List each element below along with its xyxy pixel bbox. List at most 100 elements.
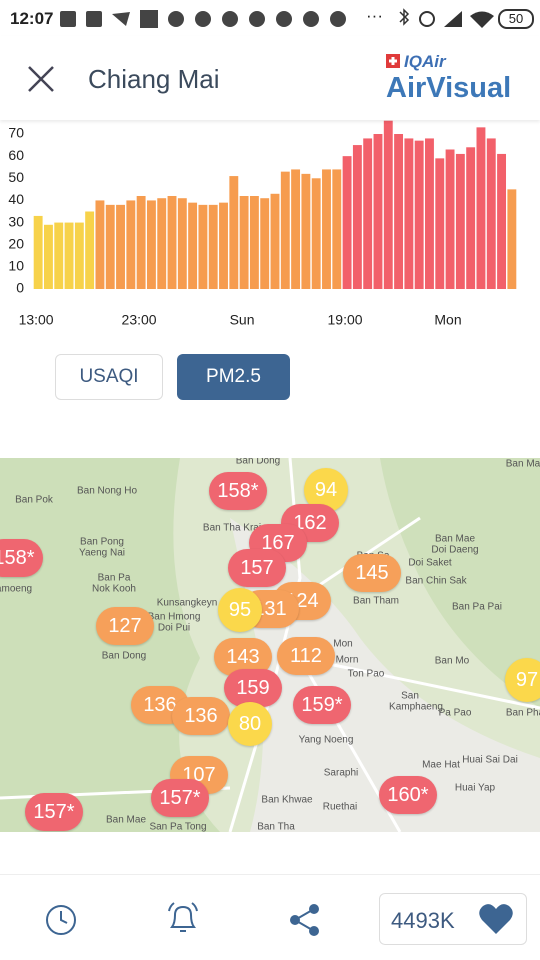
bar — [260, 198, 270, 289]
aqi-marker[interactable]: 157* — [151, 779, 209, 817]
place: Kamphaeng — [389, 701, 443, 713]
aqi-marker[interactable]: 145 — [343, 554, 401, 592]
favorite-count: 4493K — [391, 908, 455, 933]
bar — [466, 147, 476, 289]
x-tick-label: 19:00 — [328, 312, 363, 328]
close-button[interactable] — [26, 64, 56, 94]
aqi-marker[interactable]: 157 — [228, 549, 286, 587]
place: Ban Mae — [105, 814, 147, 826]
battery: 50 — [498, 9, 534, 29]
history-button[interactable] — [44, 903, 78, 937]
pm25-button[interactable]: PM2.5 — [177, 354, 290, 400]
bar — [445, 149, 455, 289]
place: Ban Pa — [97, 572, 131, 584]
place: Ban Pa Pai — [451, 601, 503, 613]
bar — [383, 120, 393, 289]
y-tick-label: 70 — [8, 125, 24, 141]
bar — [64, 222, 74, 289]
aqi-marker[interactable]: 157* — [25, 793, 83, 831]
aqi-marker[interactable]: 136 — [172, 697, 230, 735]
y-tick-label: 60 — [8, 147, 24, 163]
aqi-marker[interactable]: 158* — [209, 472, 267, 510]
aqi-marker[interactable]: 158* — [0, 539, 43, 577]
aqi-marker[interactable]: 112 — [277, 637, 335, 675]
share-button[interactable] — [288, 903, 322, 937]
bar — [188, 202, 198, 289]
bar — [280, 171, 290, 289]
place: Huai Sai Dai — [462, 754, 518, 766]
bar — [507, 189, 517, 289]
place: Mae Hat — [422, 759, 460, 771]
bar — [85, 211, 95, 289]
bar — [435, 158, 445, 289]
place: Nok Kooh — [92, 583, 136, 595]
bottom-bar: 4493K — [0, 874, 540, 960]
bar — [291, 169, 301, 289]
bar — [198, 204, 208, 289]
bar — [497, 153, 507, 289]
place: San Pa Tong — [149, 821, 207, 833]
aqi-marker[interactable]: 97 — [505, 658, 540, 702]
place: Ban Tham — [353, 595, 399, 607]
place: Pa Pao — [438, 707, 472, 719]
aqi-marker[interactable]: 95 — [218, 588, 262, 632]
place: Doi Saket — [408, 557, 452, 569]
bar — [414, 140, 424, 289]
favorite-button[interactable]: 4493K — [379, 893, 527, 945]
x-tick-label: Mon — [434, 312, 461, 328]
place: Ban Nong Ho — [76, 485, 138, 497]
header: Chiang Mai IQAir AirVisual — [0, 36, 540, 120]
bar — [74, 222, 84, 289]
place: Yang Noeng — [298, 734, 354, 746]
x-tick-label: 23:00 — [122, 312, 157, 328]
brand-top: IQAir — [404, 52, 446, 71]
place: Ban Mae — [434, 533, 476, 545]
y-tick-label: 0 — [16, 280, 24, 296]
bar — [116, 204, 125, 289]
place: Ban Hmong — [147, 611, 201, 623]
bar — [105, 204, 115, 289]
system-icons — [399, 8, 494, 28]
bar — [157, 198, 167, 289]
bar — [177, 198, 187, 289]
bar — [425, 138, 434, 289]
bar — [43, 224, 53, 289]
bar — [167, 196, 177, 289]
bar — [229, 176, 239, 289]
overflow-dots: ··· — [366, 6, 383, 25]
bar — [219, 202, 228, 289]
bar — [270, 193, 280, 289]
bar — [486, 138, 496, 289]
aqi-marker[interactable]: 160* — [379, 776, 437, 814]
bar — [455, 153, 465, 289]
place: Kunsangkeyn — [156, 597, 218, 609]
bar — [311, 178, 321, 289]
aqi-marker[interactable]: 159 — [224, 669, 282, 707]
aqi-marker[interactable]: 80 — [228, 702, 272, 746]
place: Ban Pok — [15, 494, 53, 506]
alert-button[interactable] — [166, 901, 200, 937]
bar — [352, 145, 362, 289]
x-tick-label: Sun — [230, 312, 255, 328]
place: Ban Mo — [434, 655, 470, 667]
place: San — [401, 690, 419, 702]
place: amoeng — [0, 583, 33, 595]
place: Huai Yap — [454, 782, 496, 794]
map[interactable]: Ban Dong Ban Nong Ho Ban Pok Ban Pong Ya… — [0, 458, 540, 832]
map-terrain — [0, 458, 540, 832]
brand: AirVisual — [386, 72, 512, 104]
usaqi-button[interactable]: USAQI — [55, 354, 163, 400]
bar — [136, 196, 146, 289]
place: Doi Pui — [157, 622, 191, 634]
bar — [249, 196, 259, 289]
bar — [404, 138, 414, 289]
bar — [33, 215, 43, 289]
status-bar: 12:07 ··· 50 — [0, 0, 540, 36]
aqi-marker[interactable]: 127 — [96, 607, 154, 645]
place: Ban Ma — [505, 458, 540, 470]
y-tick-label: 20 — [8, 235, 24, 251]
bar — [363, 138, 373, 289]
y-tick-label: 30 — [8, 213, 24, 229]
aqi-marker[interactable]: 159* — [293, 686, 351, 724]
